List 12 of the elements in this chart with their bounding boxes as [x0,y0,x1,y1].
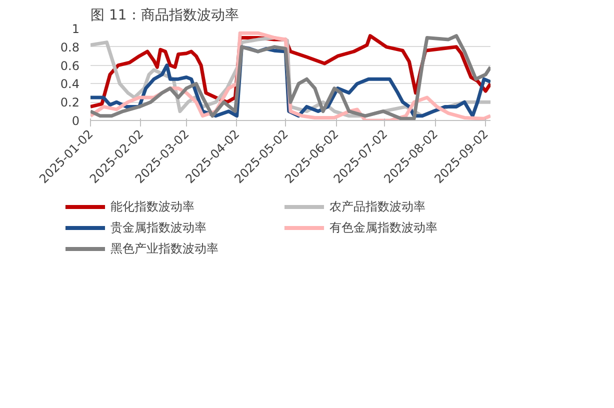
y-tick-label: 0 [72,114,80,128]
legend-label: 黑色产业指数波动率 [110,240,220,257]
y-tick-label: 0.8 [60,40,80,54]
legend-label: 能化指数波动率 [110,198,196,215]
legend-label: 农产品指数波动率 [329,198,426,215]
y-tick-label: 0.4 [60,77,80,92]
y-tick-label: 0.2 [60,96,80,110]
chart-title: 图 11：商品指数波动率 [90,8,239,24]
y-tick-label: 0.6 [60,58,80,73]
legend-label: 有色金属指数波动率 [329,219,438,236]
y-tick-label: 1 [72,22,80,36]
legend-label: 贵金属指数波动率 [110,219,208,236]
